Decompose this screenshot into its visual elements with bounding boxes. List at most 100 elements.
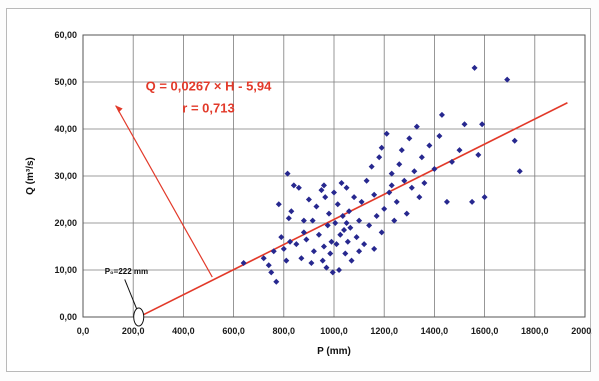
- data-point: [504, 76, 511, 83]
- data-point: [339, 212, 346, 219]
- data-point: [308, 259, 315, 266]
- data-point: [373, 212, 380, 219]
- data-point: [356, 217, 363, 224]
- data-point: [288, 208, 295, 215]
- data-point: [320, 243, 327, 250]
- x-tick-label: 200,0: [122, 326, 145, 336]
- data-point: [393, 198, 400, 205]
- data-point: [386, 189, 393, 196]
- x-tick-label: 0,0: [77, 326, 90, 336]
- data-point: [313, 203, 320, 210]
- data-point: [295, 184, 302, 191]
- x-tick-label: 1600,0: [471, 326, 499, 336]
- grid-layer: [82, 34, 586, 318]
- data-point: [431, 165, 438, 172]
- data-point: [327, 250, 334, 257]
- data-point: [323, 264, 330, 271]
- data-point: [240, 259, 247, 266]
- data-point: [356, 248, 363, 255]
- data-point: [310, 248, 317, 255]
- data-point: [287, 238, 294, 245]
- data-point: [305, 196, 312, 203]
- data-point: [346, 208, 353, 215]
- data-point: [448, 158, 455, 165]
- data-point: [300, 217, 307, 224]
- data-point: [406, 135, 413, 142]
- data-point: [378, 229, 385, 236]
- data-point: [413, 123, 420, 130]
- data-point: [388, 170, 395, 177]
- data-point: [416, 194, 423, 201]
- data-point: [268, 269, 275, 276]
- data-points: [240, 64, 523, 285]
- data-point: [273, 278, 280, 285]
- data-point: [333, 241, 340, 248]
- x-tick-label: 2000,0: [571, 326, 592, 336]
- data-point: [368, 163, 375, 170]
- data-point: [278, 234, 285, 241]
- x-tick-label: 1000,0: [320, 326, 348, 336]
- data-point: [275, 201, 282, 208]
- y-tick-label: 50,00: [54, 77, 77, 87]
- data-point: [348, 257, 355, 264]
- x-tick-label: 400,0: [172, 326, 195, 336]
- data-point: [511, 137, 518, 144]
- data-point: [328, 238, 335, 245]
- data-point: [481, 194, 488, 201]
- data-point: [401, 177, 408, 184]
- data-point: [456, 147, 463, 154]
- data-point: [388, 182, 395, 189]
- data-point: [363, 177, 370, 184]
- data-point: [270, 248, 277, 255]
- data-point: [280, 245, 287, 252]
- data-point: [285, 215, 292, 222]
- y-tick-label: 30,00: [54, 171, 77, 181]
- data-point: [376, 154, 383, 161]
- data-point: [469, 198, 476, 205]
- data-point: [371, 191, 378, 198]
- data-point: [319, 257, 326, 264]
- y-tick-label: 10,00: [54, 265, 77, 275]
- data-point: [418, 154, 425, 161]
- correlation-label: r = 0,713: [182, 101, 234, 116]
- data-point: [325, 210, 332, 217]
- data-point: [324, 222, 331, 229]
- data-point: [341, 227, 348, 234]
- data-point: [309, 217, 316, 224]
- data-point: [260, 255, 267, 262]
- data-point: [371, 245, 378, 252]
- y-tick-label: 60,00: [54, 30, 77, 40]
- data-point: [378, 144, 385, 151]
- y-tick-label: 20,00: [54, 218, 77, 228]
- y-tick-label: 0,00: [59, 312, 77, 322]
- y-tick-label: 40,00: [54, 124, 77, 134]
- data-point: [383, 130, 390, 137]
- data-point: [293, 241, 300, 248]
- data-point: [426, 142, 433, 149]
- x-axis-label: P (mm): [317, 346, 351, 357]
- data-point: [358, 198, 365, 205]
- trend-line: [138, 102, 568, 318]
- data-point: [408, 184, 415, 191]
- data-point: [479, 121, 486, 128]
- equation-label: Q = 0,0267 × H - 5,94: [146, 78, 273, 93]
- data-point: [398, 147, 405, 154]
- y-axis-label: Q (m³/s): [25, 157, 36, 195]
- data-point: [283, 257, 290, 264]
- data-point: [343, 220, 350, 226]
- x-tick-label: 1200,0: [370, 326, 398, 336]
- scatter-chart: 0,0 200,0 400,0 600,0 800,0 1000,0 1200,0 1400,…: [25, 30, 592, 357]
- x-tick-label: 600,0: [222, 326, 245, 336]
- data-point: [361, 241, 368, 248]
- annotation-layer: Q = 0,0267 × H - 5,94 r = 0,713 P₀=222 m…: [105, 78, 273, 327]
- data-point: [461, 121, 468, 128]
- data-point: [403, 210, 410, 217]
- data-point: [347, 224, 354, 231]
- data-point: [443, 198, 450, 205]
- data-point: [331, 189, 337, 196]
- data-point: [334, 201, 341, 208]
- data-point: [516, 168, 523, 175]
- data-point: [322, 194, 329, 201]
- data-point: [338, 180, 345, 187]
- equation-pointer-line: [115, 105, 213, 278]
